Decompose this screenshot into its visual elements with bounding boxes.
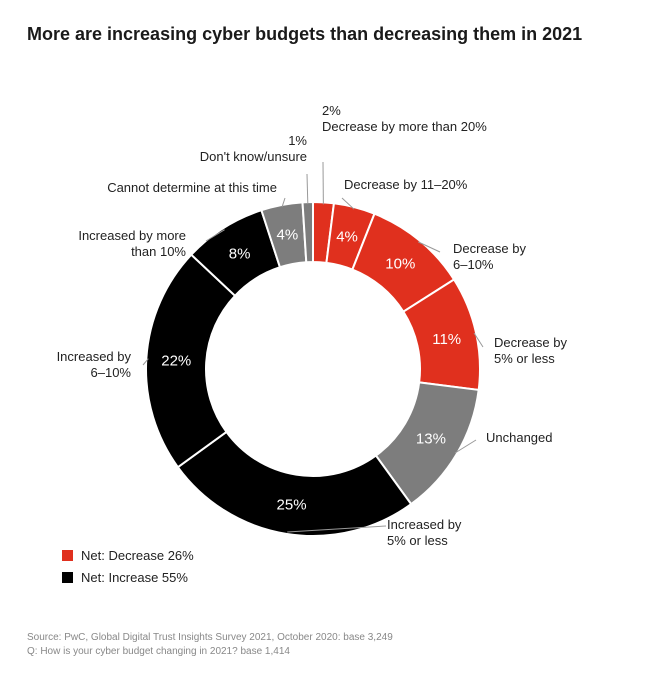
percent-label-7: 8% bbox=[229, 245, 251, 262]
percent-label-2: 10% bbox=[385, 255, 415, 272]
question-note: Q: How is your cyber budget changing in … bbox=[27, 646, 290, 657]
leader-line-1 bbox=[341, 197, 355, 210]
category-label-1: Decrease by 11–20% bbox=[344, 177, 468, 192]
leader-line-8 bbox=[281, 197, 286, 208]
leader-line-9 bbox=[306, 173, 309, 205]
legend: Net: Decrease 26% Net: Increase 55% bbox=[62, 544, 194, 588]
chart-title: More are increasing cyber budgets than d… bbox=[27, 24, 583, 44]
percent-label-5: 25% bbox=[277, 496, 307, 513]
legend-item-decrease: Net: Decrease 26% bbox=[62, 544, 194, 566]
percent-labels: 4% 10% 11% 13% 25% 22% 8% 4% bbox=[161, 226, 461, 513]
percent-label-8: 4% bbox=[276, 226, 298, 243]
category-label-3: Decrease by 5% or less bbox=[494, 335, 567, 366]
leader-line-2 bbox=[417, 241, 441, 253]
leader-lines bbox=[142, 161, 484, 533]
leader-line-5 bbox=[287, 525, 387, 533]
category-label-2: Decrease by 6–10% bbox=[453, 241, 526, 272]
footer: Source: PwC, Global Digital Trust Insigh… bbox=[27, 631, 393, 659]
percent-label-0: 2% bbox=[322, 103, 341, 118]
leader-line-7 bbox=[205, 229, 225, 242]
category-labels: Decrease by more than 20%2% Decrease by 1… bbox=[57, 103, 568, 548]
donut-slices bbox=[145, 200, 481, 537]
legend-swatch-increase bbox=[62, 571, 73, 583]
category-label-6: Increased by 6–10% bbox=[57, 349, 132, 380]
leader-line-6 bbox=[142, 358, 149, 366]
category-label-7: Increased by more than 10% bbox=[78, 228, 186, 259]
legend-swatch-decrease bbox=[62, 549, 73, 561]
source-note: Source: PwC, Global Digital Trust Insigh… bbox=[27, 632, 393, 643]
percent-label-3: 11% bbox=[432, 331, 461, 348]
legend-item-increase: Net: Increase 55% bbox=[62, 566, 194, 588]
legend-label-increase: Net: Increase 55% bbox=[81, 569, 188, 585]
category-label-4: Unchanged bbox=[486, 430, 553, 445]
slice-9 bbox=[301, 200, 314, 264]
category-label-9: Don't know/unsure bbox=[200, 149, 307, 164]
legend-label-decrease: Net: Decrease 26% bbox=[81, 547, 194, 563]
leader-line-4 bbox=[454, 439, 477, 454]
donut-chart: 4% 10% 11% 13% 25% 22% 8% 4% Decrease by more t… bbox=[57, 103, 568, 548]
leader-line-3 bbox=[473, 332, 484, 348]
category-label-5: Increased by 5% or less bbox=[387, 517, 462, 548]
slice-5 bbox=[176, 430, 413, 537]
percent-label-4: 13% bbox=[416, 431, 446, 448]
category-label-0: Decrease by more than 20% bbox=[322, 119, 487, 134]
percent-label-6: 22% bbox=[161, 352, 191, 369]
percent-label-1: 4% bbox=[336, 228, 358, 245]
category-label-8: Cannot determine at this time bbox=[107, 180, 277, 195]
percent-label-9: 1% bbox=[288, 133, 307, 148]
